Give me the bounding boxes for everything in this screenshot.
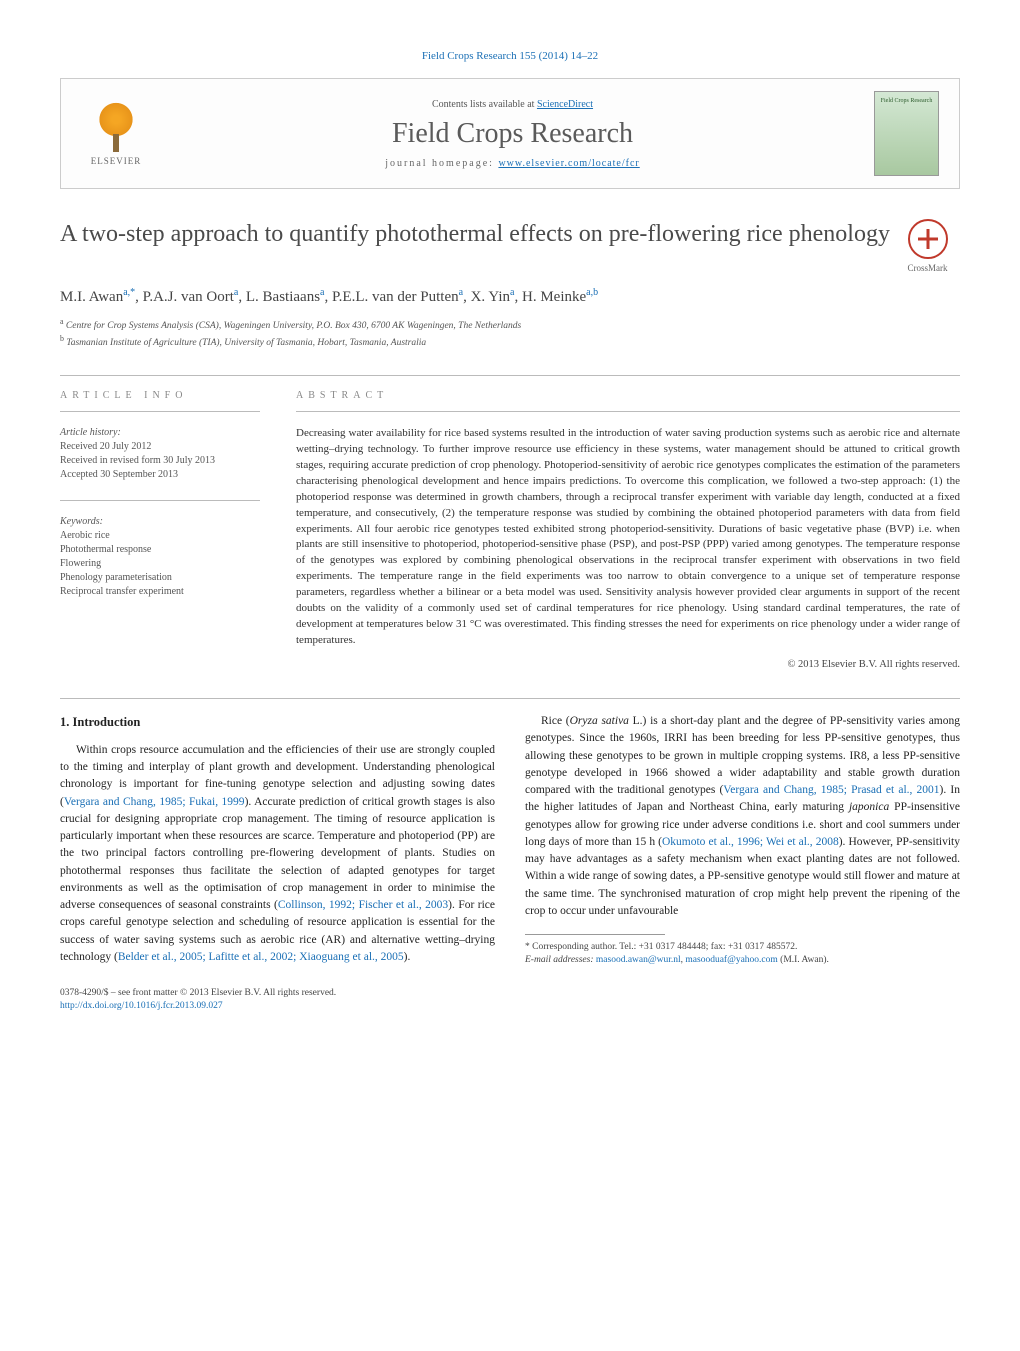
body-text: ). Accurate prediction of critical growt… [60,796,495,912]
email-line: E-mail addresses: masood.awan@wur.nl, ma… [525,954,960,967]
body-paragraph: Within crops resource accumulation and t… [60,742,495,966]
keywords-label: Keywords: [60,515,260,529]
info-divider [60,411,260,412]
citation-link[interactable]: Belder et al., 2005; Lafitte et al., 200… [118,951,404,963]
body-text: ). [404,951,411,963]
abstract-text: Decreasing water availability for rice b… [296,426,960,649]
article-info-heading: ARTICLE INFO [60,390,260,401]
body-text: Rice ( [541,715,570,727]
keywords-block: Keywords: Aerobic rice Photothermal resp… [60,515,260,599]
section-heading: 1. Introduction [60,713,495,732]
history-line: Received in revised form 30 July 2013 [60,454,260,468]
homepage-link[interactable]: www.elsevier.com/locate/fcr [498,158,639,169]
elsevier-logo: ELSEVIER [81,94,151,174]
doi-link[interactable]: http://dx.doi.org/10.1016/j.fcr.2013.09.… [60,1001,223,1011]
footnote-divider [525,934,665,935]
journal-cover-thumbnail: Field Crops Research [874,91,939,176]
citation-link[interactable]: Collinson, 1992; Fischer et al., 2003 [278,899,448,911]
contents-line: Contents lists available at ScienceDirec… [151,99,874,110]
citation-link[interactable]: Vergara and Chang, 1985; Prasad et al., … [723,784,939,796]
email-link[interactable]: masooduaf@yahoo.com [685,955,777,965]
keyword: Aerobic rice [60,529,260,543]
email-label: E-mail addresses: [525,955,596,965]
homepage-label: journal homepage: [385,158,498,169]
issn-line: 0378-4290/$ – see front matter © 2013 El… [60,987,960,1000]
latin-name: japonica [849,801,889,813]
author-list: M.I. Awana,*, P.A.J. van Oorta, L. Basti… [60,287,960,306]
keyword: Phenology parameterisation [60,571,260,585]
divider-rule [60,375,960,376]
homepage-line: journal homepage: www.elsevier.com/locat… [151,158,874,169]
copyright-line: © 2013 Elsevier B.V. All rights reserved… [296,659,960,670]
body-divider [60,698,960,699]
abstract-column: ABSTRACT Decreasing water availability f… [296,390,960,670]
crossmark-icon [908,219,948,259]
history-line: Accepted 30 September 2013 [60,468,260,482]
info-divider [60,500,260,501]
abstract-divider [296,411,960,412]
crossmark-badge[interactable]: CrossMark [895,219,960,273]
journal-citation: Field Crops Research 155 (2014) 14–22 [60,50,960,62]
bottom-meta: 0378-4290/$ – see front matter © 2013 El… [60,987,960,1014]
corr-author-line: * Corresponding author. Tel.: +31 0317 4… [525,941,960,954]
cover-text: Field Crops Research [881,98,933,104]
body-paragraph: Rice (Oryza sativa L.) is a short-day pl… [525,713,960,920]
journal-header-box: ELSEVIER Contents lists available at Sci… [60,78,960,189]
journal-name: Field Crops Research [151,118,874,150]
crossmark-label: CrossMark [908,263,948,273]
email-link[interactable]: masood.awan@wur.nl [596,955,681,965]
sciencedirect-link[interactable]: ScienceDirect [537,99,593,110]
body-text-columns: 1. Introduction Within crops resource ac… [60,713,960,967]
email-tail: (M.I. Awan). [778,955,829,965]
abstract-heading: ABSTRACT [296,390,960,401]
affiliations: a Centre for Crop Systems Analysis (CSA)… [60,316,960,351]
article-history-block: Article history: Received 20 July 2012 R… [60,426,260,482]
latin-name: Oryza sativa [570,715,629,727]
publisher-label: ELSEVIER [91,156,142,166]
corresponding-author-footnote: * Corresponding author. Tel.: +31 0317 4… [525,941,960,967]
keyword: Reciprocal transfer experiment [60,585,260,599]
citation-link[interactable]: Okumoto et al., 1996; Wei et al., 2008 [662,836,839,848]
history-line: Received 20 July 2012 [60,440,260,454]
contents-prefix: Contents lists available at [432,99,537,110]
citation-link[interactable]: Vergara and Chang, 1985; Fukai, 1999 [64,796,245,808]
keyword: Flowering [60,557,260,571]
keyword: Photothermal response [60,543,260,557]
elsevier-tree-icon [91,102,141,152]
article-title: A two-step approach to quantify photothe… [60,219,895,249]
article-info-column: ARTICLE INFO Article history: Received 2… [60,390,260,670]
history-label: Article history: [60,426,260,440]
